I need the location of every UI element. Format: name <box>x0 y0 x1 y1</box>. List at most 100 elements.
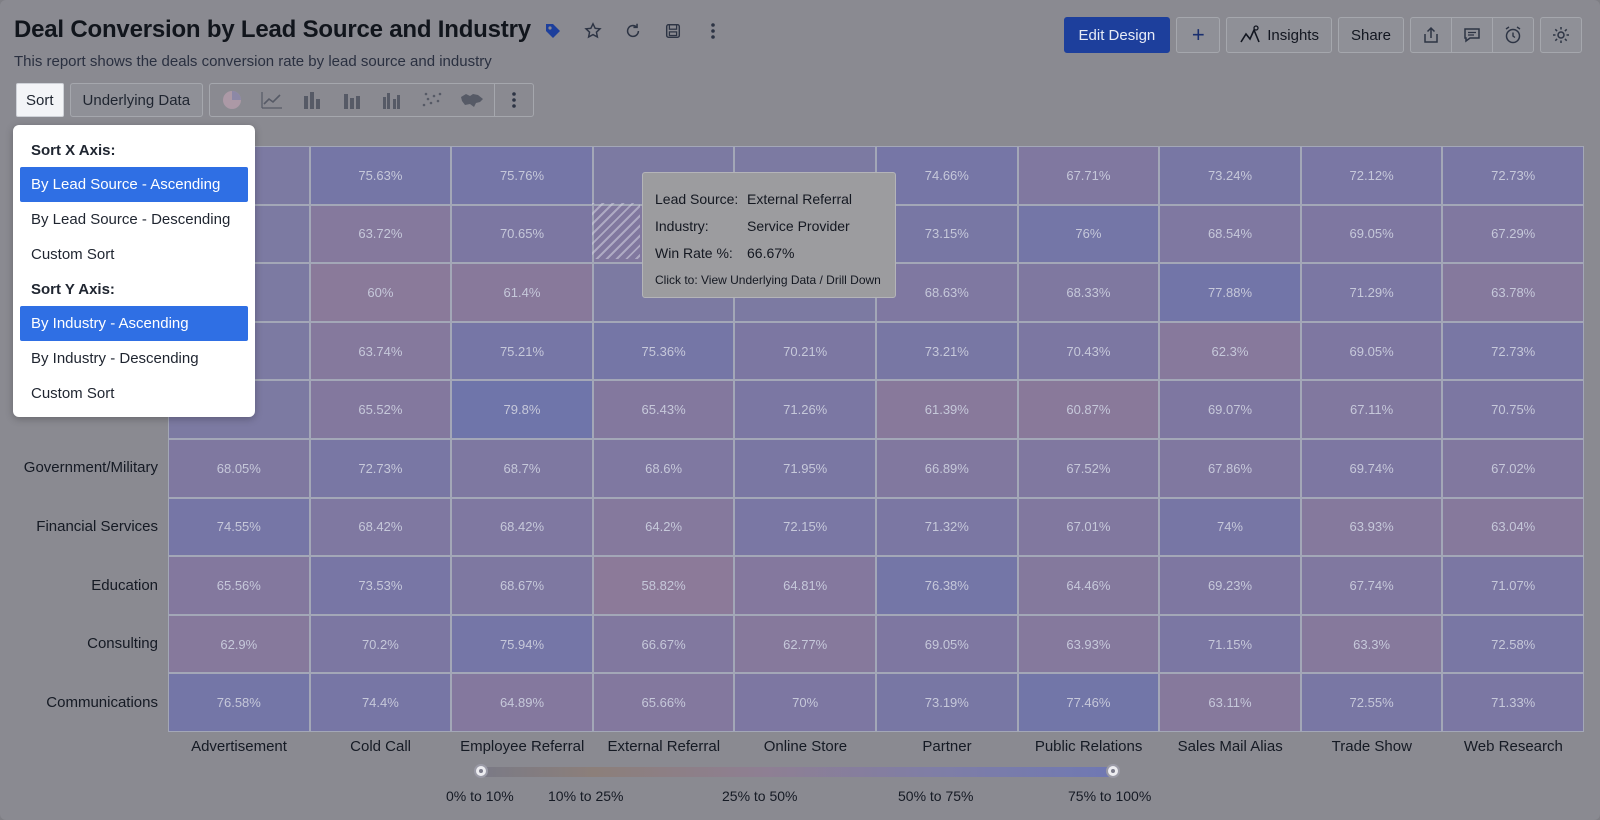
heatmap-cell[interactable]: 62.9% <box>168 614 310 674</box>
heatmap-cell[interactable]: 61.39% <box>876 380 1018 439</box>
heatmap-cell[interactable]: 76% <box>1017 204 1160 264</box>
more-vertical-icon[interactable] <box>704 22 722 40</box>
heatmap-cell[interactable]: 72.55% <box>1300 673 1443 732</box>
heatmap-cell[interactable]: 62.77% <box>734 614 876 674</box>
heatmap-cell[interactable]: 65.66% <box>592 673 735 732</box>
heatmap-cell[interactable]: 63.11% <box>1159 673 1301 732</box>
heatmap-cell[interactable]: 75.21% <box>451 321 593 381</box>
heatmap-cell[interactable]: 70.65% <box>451 204 593 264</box>
heatmap-cell[interactable]: 72.58% <box>1442 614 1584 674</box>
heatmap-cell[interactable]: 74.4% <box>309 673 452 732</box>
heatmap-cell[interactable]: 71.29% <box>1300 263 1443 322</box>
heatmap-cell[interactable]: 71.07% <box>1442 556 1584 615</box>
heatmap-cell[interactable]: 68.05% <box>168 439 310 498</box>
heatmap-cell[interactable]: 69.74% <box>1300 439 1443 498</box>
heatmap-cell[interactable]: 79.8% <box>451 380 593 439</box>
sort-x-lead-source-descending[interactable]: By Lead Source - Descending <box>31 211 231 228</box>
legend-max-handle[interactable] <box>1106 764 1120 778</box>
heatmap-cell[interactable]: 67.02% <box>1442 439 1584 498</box>
heatmap-cell[interactable]: 68.7% <box>451 439 593 498</box>
heatmap-cell[interactable]: 76.58% <box>168 673 310 732</box>
heatmap-cell[interactable]: 67.52% <box>1017 439 1160 498</box>
heatmap-cell[interactable]: 77.46% <box>1017 673 1160 732</box>
heatmap-cell[interactable]: 58.82% <box>592 556 735 615</box>
heatmap-cell[interactable]: 66.89% <box>876 439 1018 498</box>
heatmap-cell[interactable]: 64.46% <box>1017 556 1160 615</box>
heatmap-cell[interactable]: 64.2% <box>592 497 735 557</box>
heatmap-cell[interactable]: 72.73% <box>309 439 452 498</box>
heatmap-cell[interactable]: 70.43% <box>1017 321 1160 381</box>
heatmap-cell[interactable]: 68.42% <box>451 497 593 557</box>
heatmap-cell[interactable]: 70.75% <box>1442 380 1584 439</box>
sort-button[interactable]: Sort <box>16 83 64 117</box>
alarm-button[interactable] <box>1492 17 1534 53</box>
heatmap-cell[interactable]: 75.76% <box>451 146 593 205</box>
heatmap-cell[interactable]: 73.53% <box>309 556 452 615</box>
more-vertical-icon[interactable] <box>499 85 529 115</box>
grouped-bar-icon[interactable] <box>374 85 410 115</box>
legend-min-handle[interactable] <box>474 764 488 778</box>
heatmap-cell[interactable]: 75.94% <box>451 614 593 674</box>
heatmap-cell[interactable]: 69.23% <box>1159 556 1301 615</box>
heatmap-cell[interactable]: 67.74% <box>1300 556 1443 615</box>
sort-y-industry-descending[interactable]: By Industry - Descending <box>31 350 199 367</box>
heatmap-cell[interactable]: 73.15% <box>876 204 1018 264</box>
heatmap-cell[interactable]: 73.24% <box>1159 146 1301 205</box>
heatmap-cell[interactable]: 63.93% <box>1300 497 1443 557</box>
heatmap-cell[interactable]: 62.3% <box>1159 321 1301 381</box>
share-button[interactable]: Share <box>1337 17 1404 53</box>
heatmap-cell[interactable]: 72.73% <box>1442 321 1584 381</box>
heatmap-cell[interactable]: 72.12% <box>1300 146 1443 205</box>
heatmap-cell[interactable]: 68.33% <box>1017 263 1160 322</box>
pie-chart-icon[interactable] <box>214 85 250 115</box>
stacked-bar-icon[interactable] <box>334 85 370 115</box>
heatmap-cell[interactable]: 66.67% <box>592 614 735 674</box>
heatmap-cell[interactable]: 60.87% <box>1017 380 1160 439</box>
heatmap-cell[interactable]: 65.56% <box>168 556 310 615</box>
heatmap-cell[interactable]: 68.67% <box>451 556 593 615</box>
heatmap-cell[interactable]: 69.05% <box>876 614 1018 674</box>
heatmap-cell[interactable]: 67.71% <box>1017 146 1160 205</box>
heatmap-cell[interactable]: 70.2% <box>309 614 452 674</box>
heatmap-cell[interactable]: 69.07% <box>1159 380 1301 439</box>
heatmap-cell[interactable]: 68.54% <box>1159 204 1301 264</box>
heatmap-cell[interactable]: 74% <box>1159 497 1301 557</box>
heatmap-cell[interactable]: 71.33% <box>1442 673 1584 732</box>
add-button[interactable]: + <box>1176 17 1221 53</box>
heatmap-cell[interactable]: 67.29% <box>1442 204 1584 264</box>
heatmap-cell[interactable]: 73.21% <box>876 321 1018 381</box>
heatmap-cell[interactable]: 64.89% <box>451 673 593 732</box>
save-icon[interactable] <box>664 22 682 40</box>
heatmap-cell[interactable]: 76.38% <box>876 556 1018 615</box>
heatmap-cell[interactable]: 63.3% <box>1300 614 1443 674</box>
sort-y-custom-sort[interactable]: Custom Sort <box>31 385 115 402</box>
heatmap-cell[interactable]: 61.4% <box>451 263 593 322</box>
heatmap-cell[interactable]: 68.42% <box>309 497 452 557</box>
heatmap-cell[interactable]: 67.86% <box>1159 439 1301 498</box>
heatmap-cell[interactable]: 68.63% <box>876 263 1018 322</box>
heatmap-cell[interactable]: 63.93% <box>1017 614 1160 674</box>
map-icon[interactable] <box>454 85 490 115</box>
heatmap-cell[interactable]: 69.05% <box>1300 321 1443 381</box>
heatmap-cell[interactable]: 71.95% <box>734 439 876 498</box>
comment-button[interactable] <box>1451 17 1493 53</box>
heatmap-cell[interactable]: 65.52% <box>309 380 452 439</box>
heatmap-cell[interactable]: 71.15% <box>1159 614 1301 674</box>
sort-x-lead-source-ascending[interactable]: By Lead Source - Ascending <box>20 167 248 202</box>
heatmap-cell[interactable]: 72.15% <box>734 497 876 557</box>
heatmap-cell[interactable]: 64.81% <box>734 556 876 615</box>
heatmap-cell[interactable]: 65.43% <box>592 380 735 439</box>
line-chart-icon[interactable] <box>254 85 290 115</box>
edit-design-button[interactable]: Edit Design <box>1063 17 1171 53</box>
heatmap-cell[interactable]: 70.21% <box>734 321 876 381</box>
sort-x-custom-sort[interactable]: Custom Sort <box>31 246 115 263</box>
heatmap-cell[interactable]: 63.74% <box>309 321 452 381</box>
heatmap-cell[interactable]: 67.01% <box>1017 497 1160 557</box>
heatmap-cell[interactable]: 71.32% <box>876 497 1018 557</box>
heatmap-cell[interactable]: 70% <box>734 673 876 732</box>
heatmap-cell[interactable]: 75.36% <box>592 321 735 381</box>
tag-icon[interactable] <box>544 22 562 40</box>
heatmap-cell[interactable]: 68.6% <box>592 439 735 498</box>
heatmap-cell[interactable]: 63.72% <box>309 204 452 264</box>
heatmap-cell[interactable]: 77.88% <box>1159 263 1301 322</box>
